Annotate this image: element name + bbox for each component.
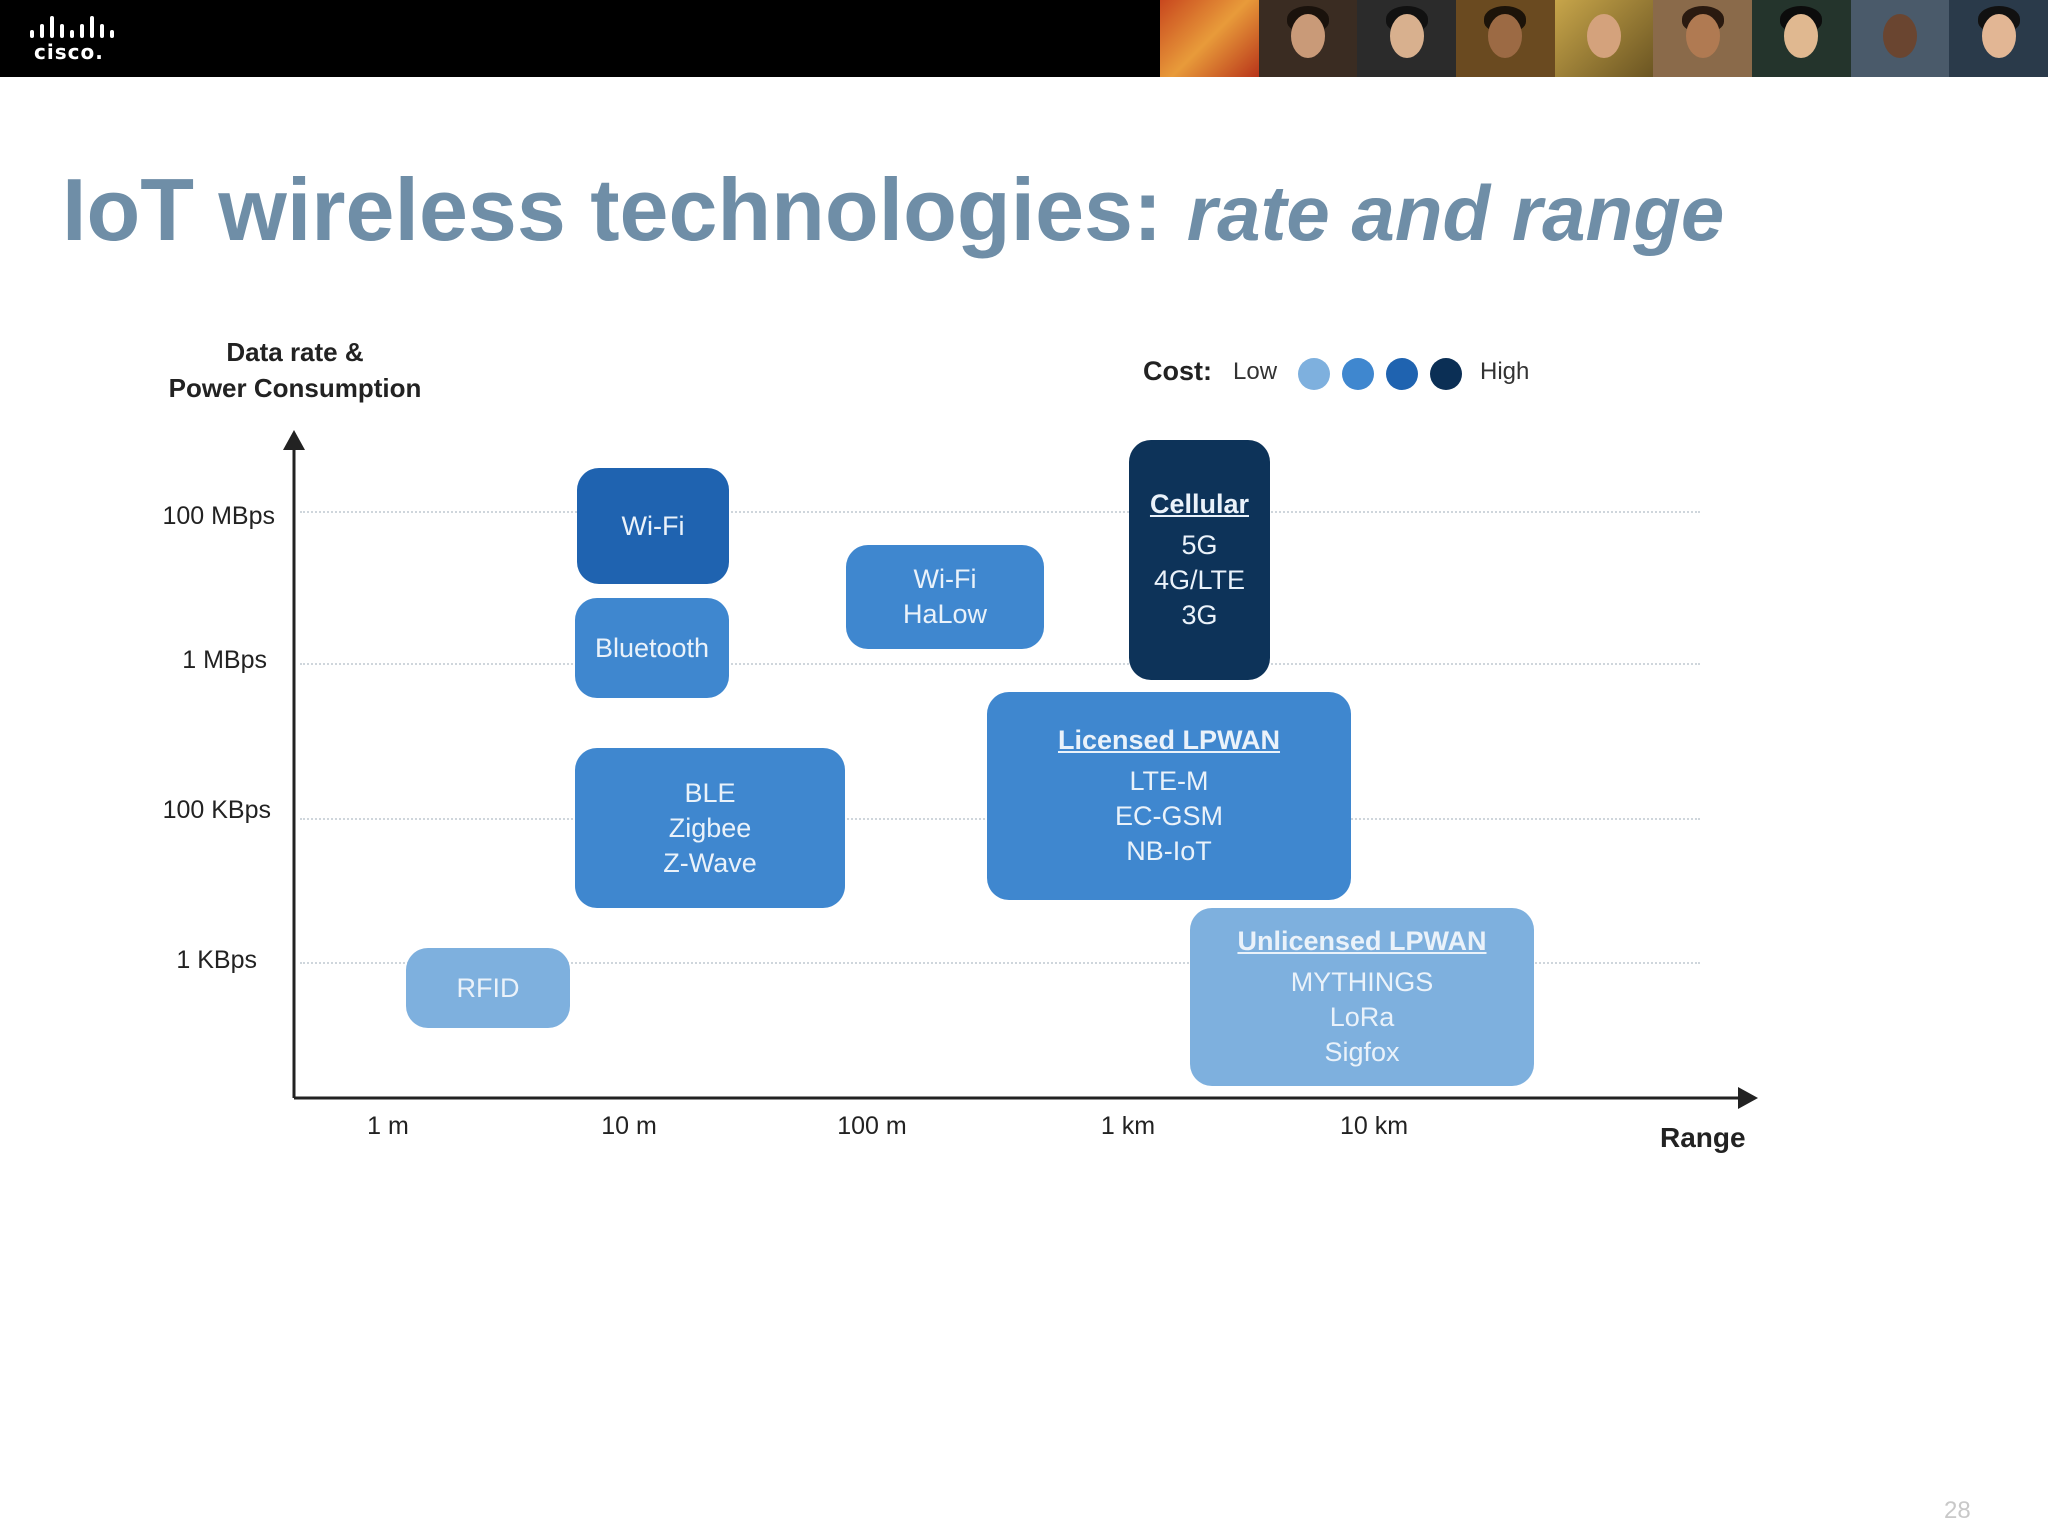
y-axis-title-line: Power Consumption bbox=[168, 373, 422, 403]
legend-dot-cost-3 bbox=[1386, 358, 1418, 390]
box-item: Zigbee bbox=[668, 812, 752, 843]
box-item: BLE bbox=[684, 777, 736, 808]
x-axis-title: Range bbox=[1660, 1122, 1746, 1153]
x-tick-label: 10 km bbox=[1339, 1112, 1409, 1140]
gridline-1mbps bbox=[300, 663, 1700, 665]
box-item: Wi-Fi bbox=[913, 564, 977, 594]
box-item: 3G bbox=[1181, 600, 1218, 630]
slide-title: IoT wireless technologies: rate and rang… bbox=[62, 160, 1724, 263]
box-wifi-halow: Wi-Fi HaLow bbox=[846, 545, 1044, 649]
box-title: Unlicensed LPWAN bbox=[1237, 926, 1487, 956]
box-cellular: Cellular 5G 4G/LTE 3G bbox=[1129, 440, 1270, 680]
page-number: 28 bbox=[1944, 1497, 1971, 1524]
box-item: 5G bbox=[1181, 530, 1218, 560]
header-photo bbox=[1850, 0, 1950, 77]
box-wifi: Wi-Fi bbox=[577, 468, 729, 584]
header-photo bbox=[1653, 0, 1753, 77]
y-tick-label: 1 KBps bbox=[176, 946, 257, 974]
header-photo bbox=[1949, 0, 2048, 77]
y-tick-label: 1 MBps bbox=[182, 646, 267, 674]
gridline-1kbps bbox=[300, 962, 1700, 964]
box-bluetooth: Bluetooth bbox=[575, 598, 729, 698]
legend-low-label: Low bbox=[1233, 358, 1278, 385]
header-photo bbox=[1160, 0, 1259, 77]
x-tick-label: 1 m bbox=[367, 1112, 409, 1140]
x-tick-label: 1 km bbox=[1100, 1112, 1156, 1140]
gridline-100mbps bbox=[300, 511, 1700, 513]
box-item: Sigfox bbox=[1324, 1037, 1400, 1067]
slide-title-sub: rate and range bbox=[1186, 169, 1725, 257]
x-tick-label: 10 m bbox=[601, 1112, 657, 1140]
legend-dot-cost-2 bbox=[1342, 358, 1374, 390]
header-bar: cisco. bbox=[0, 0, 2048, 77]
box-item: Z-Wave bbox=[663, 847, 757, 878]
x-axis-arrow-icon bbox=[1738, 1087, 1758, 1109]
y-axis-title-line: Data rate & bbox=[226, 337, 364, 367]
legend-dot-cost-4 bbox=[1430, 358, 1462, 390]
header-photo-strip bbox=[1160, 0, 2048, 77]
header-photo bbox=[1456, 0, 1555, 77]
box-unlicensed-lpwan: Unlicensed LPWAN MYTHINGS LoRa Sigfox bbox=[1190, 908, 1534, 1086]
box-item: MYTHINGS bbox=[1290, 967, 1434, 997]
header-photo bbox=[1752, 0, 1851, 77]
box-item: Bluetooth bbox=[594, 632, 710, 663]
box-item: NB-IoT bbox=[1126, 836, 1212, 866]
y-tick-label: 100 KBps bbox=[162, 796, 271, 824]
box-item: Wi-Fi bbox=[621, 510, 685, 541]
box-ble-zigbee-zwave: BLE Zigbee Z-Wave bbox=[575, 748, 845, 908]
box-item: RFID bbox=[456, 972, 520, 1003]
header-photo bbox=[1357, 0, 1457, 77]
box-title: Cellular bbox=[1149, 489, 1250, 519]
box-item: LTE-M bbox=[1129, 766, 1209, 796]
box-item: HaLow bbox=[902, 599, 988, 629]
box-title: Licensed LPWAN bbox=[1057, 725, 1281, 755]
legend-cost-label: Cost: bbox=[1143, 356, 1212, 386]
box-item: EC-GSM bbox=[1115, 801, 1223, 831]
box-item: 4G/LTE bbox=[1153, 565, 1246, 595]
x-tick-label: 100 m bbox=[837, 1112, 907, 1140]
y-tick-label: 100 MBps bbox=[162, 502, 275, 530]
legend-dot-cost-1 bbox=[1298, 358, 1330, 390]
header-photo bbox=[1554, 0, 1654, 77]
cisco-logo-icon bbox=[30, 16, 114, 38]
box-rfid: RFID bbox=[406, 948, 570, 1028]
box-licensed-lpwan: Licensed LPWAN LTE-M EC-GSM NB-IoT bbox=[987, 692, 1351, 900]
legend-high-label: High bbox=[1480, 358, 1530, 385]
header-photo bbox=[1258, 0, 1358, 77]
slide-title-main: IoT wireless technologies: bbox=[62, 160, 1187, 259]
cisco-logo-text: cisco. bbox=[34, 40, 104, 64]
y-axis-arrow-icon bbox=[283, 430, 305, 450]
box-item: LoRa bbox=[1329, 1002, 1395, 1032]
y-axis-title: Data rate & Power Consumption bbox=[140, 334, 450, 406]
